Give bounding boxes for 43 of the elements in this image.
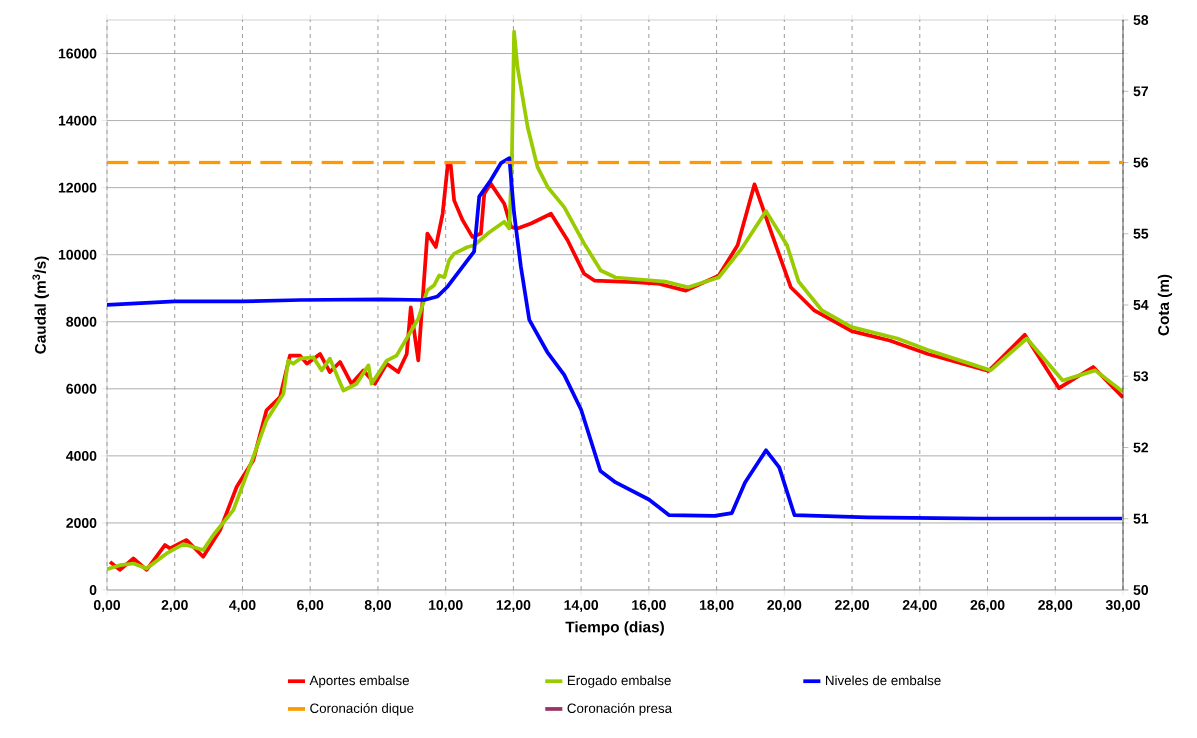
x-tick-label: 2,00 [161, 600, 188, 612]
y2-axis-title: Cota (m) [1157, 274, 1173, 336]
y-tick-label: 14000 [58, 115, 97, 126]
line-series [107, 29, 1123, 572]
y2-tick-label: 52 [1133, 442, 1149, 453]
x-tick-label: 18,00 [699, 600, 734, 612]
y2-tick-label: 53 [1133, 371, 1149, 382]
y-axis-title: Caudal (m$^{3}$/s) [32, 256, 49, 354]
x-tick-label: 28,00 [1038, 600, 1073, 612]
x-tick-label: 16,00 [632, 600, 666, 612]
y2-tick-label: 55 [1133, 228, 1149, 239]
legend-label: Coronación presa [567, 703, 673, 716]
y2-tick-label: 54 [1133, 300, 1149, 310]
y2-tick-label: 57 [1133, 86, 1148, 97]
y2-tick-label: 50 [1133, 585, 1149, 595]
x-tick-label: 22,00 [835, 600, 870, 612]
legend-label: Niveles de embalse [826, 675, 941, 686]
x-tick-label: 14,00 [564, 600, 599, 612]
y-tick-label: 8000 [66, 316, 97, 327]
x-tick-label: 20,00 [767, 600, 802, 612]
y-tick-label: 10000 [58, 249, 97, 260]
y-tick-label: 0 [89, 585, 97, 595]
x-tick-label: 12,00 [496, 600, 531, 612]
x-tick-label: 6,00 [297, 600, 324, 612]
x-tick-label: 24,00 [902, 600, 937, 612]
legend-label: Coronación dique [310, 703, 414, 716]
x-axis-title: Tiempo (dias) [565, 621, 664, 636]
y-tick-label: 2000 [66, 517, 97, 528]
y2-tick-label: 56 [1133, 157, 1149, 168]
x-tick-label: 8,00 [364, 600, 391, 612]
y-tick-label: 6000 [66, 383, 97, 394]
y-tick-label: 16000 [58, 48, 97, 59]
y-tick-label: 4000 [66, 450, 97, 461]
x-tick-label: 26,00 [970, 600, 1005, 612]
x-tick-label: 0,00 [93, 600, 121, 612]
legend-label: Aportes embalse [309, 675, 409, 688]
legend-label: Erogado embalse [567, 675, 671, 688]
y2-tick-label: 51 [1133, 513, 1149, 524]
x-tick-label: 10,00 [429, 600, 463, 612]
y-tick-label: 12000 [58, 182, 97, 193]
y2-tick-label: 58 [1133, 15, 1149, 25]
x-tick-label: 30,00 [1105, 600, 1140, 612]
x-tick-label: 4,00 [229, 600, 256, 612]
